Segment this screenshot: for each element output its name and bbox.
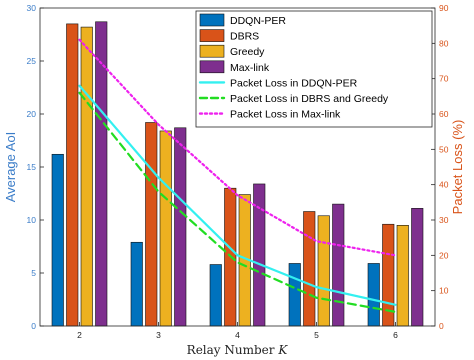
x-tick-label-2: 2 [77,330,82,340]
x-axis-label: Relay Number K [187,343,289,357]
bar-greedy-2 [80,26,93,327]
legend-items: DDQN-PER DBRS Greedy Max-link Packet Loss in… [198,13,389,121]
legend-label-dbrs: DBRS [230,31,259,43]
legend-label-ddqn-per: DDQN-PER [230,15,286,27]
bar-greedy-3 [159,130,172,327]
lines-layer [78,38,397,313]
bar-dbrs-5 [303,211,316,327]
y-right-tick-label-30: 30 [439,215,449,225]
x-tick-label-3: 3 [156,330,161,340]
bars-layer [51,21,424,327]
y-right-tick-label-70: 70 [439,74,449,84]
y-right-tick-label-0: 0 [439,321,444,331]
bar-greedy-6 [396,225,409,327]
legend-label-packet-loss-in-ddqn-per: Packet Loss in DDQN-PER [230,77,358,89]
line-packet-loss-in-ddqn-per [78,84,397,306]
x-tick-label-4: 4 [235,330,240,340]
x-axis-label-var: K [277,343,288,357]
legend-box [195,10,433,128]
y-right-tick-label-10: 10 [439,286,449,296]
line-packet-loss-in-max-link [78,38,397,257]
bar-dbrs-2 [66,23,79,327]
bar-ddqn-per-5 [288,263,301,327]
x-tick-label-5: 5 [314,330,319,340]
x-axis-label-text: Relay Number [187,343,275,357]
y-axis-left-label: Average AoI [3,132,18,203]
bar-ddqn-per-3 [130,241,143,327]
legend-label-max-link: Max-link [230,62,270,74]
bar-dbrs-3 [145,122,158,327]
bar-ddqn-per-2 [51,153,64,327]
y-left-tick-label-15: 15 [27,162,37,172]
y-left-tick-label-10: 10 [27,215,37,225]
x-tick-label-6: 6 [393,330,398,340]
y-right-tick-label-40: 40 [439,180,449,190]
y-left-tick-label-30: 30 [27,3,37,13]
y-left-tick-label-25: 25 [27,56,37,66]
legend-label-packet-loss-in-dbrs-and-greedy: Packet Loss in DBRS and Greedy [230,93,389,105]
legend-swatch-max-link [199,60,225,74]
y-right-tick-label-60: 60 [439,109,449,119]
legend-label-greedy: Greedy [230,46,265,58]
ticks-layer: 0 5 10 15 20 25 30 0 10 20 30 40 50 60 70 80 90 2 3 4 5 6 [27,3,449,340]
bar-max-link-5 [332,203,345,327]
line-packet-loss-in-dbrs-and-greedy [78,91,397,313]
y-axis-right-label: Packet Loss (%) [450,120,465,215]
legend: DDQN-PER DBRS Greedy Max-link Packet Loss in… [195,10,433,128]
bar-ddqn-per-6 [367,263,380,327]
y-left-tick-label-5: 5 [31,268,36,278]
y-left-tick-label-20: 20 [27,109,37,119]
bar-ddqn-per-4 [209,264,222,327]
legend-swatch-ddqn-per [199,13,225,27]
legend-swatch-dbrs [199,29,225,42]
y-right-tick-label-90: 90 [439,3,449,13]
bar-max-link-6 [411,208,424,327]
legend-swatch-greedy [199,44,225,58]
y-left-tick-label-0: 0 [31,321,36,331]
bar-greedy-5 [317,215,330,327]
y-right-tick-label-20: 20 [439,250,449,260]
y-right-tick-label-80: 80 [439,38,449,48]
y-right-tick-label-50: 50 [439,144,449,154]
bar-max-link-3 [174,127,187,327]
legend-label-packet-loss-in-max-link: Packet Loss in Max-link [230,109,341,121]
